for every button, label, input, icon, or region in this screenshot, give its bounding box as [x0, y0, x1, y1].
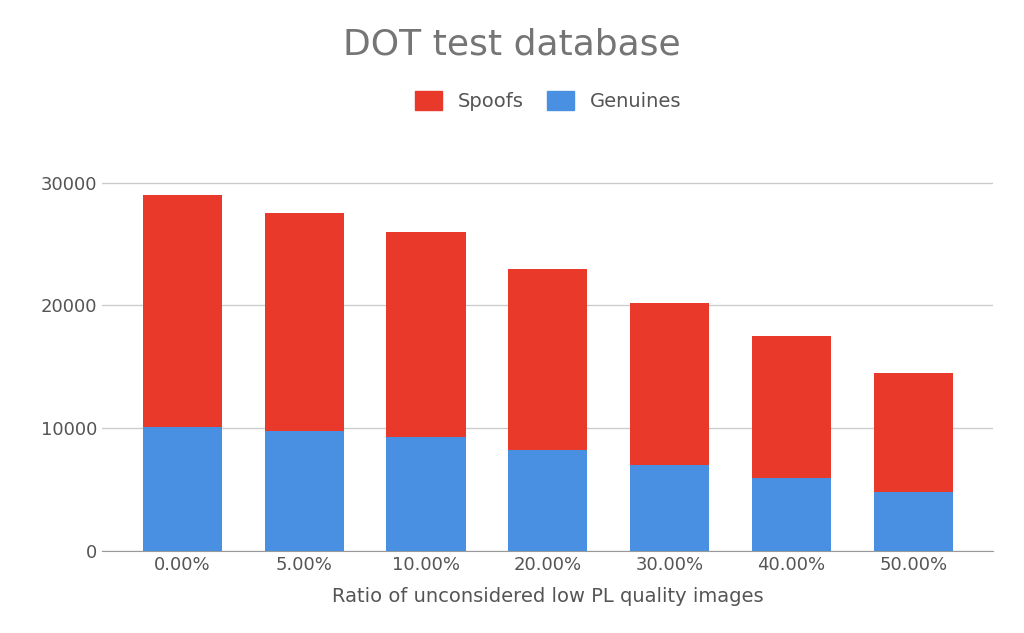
Bar: [508, 450, 588, 551]
Bar: [143, 427, 222, 551]
Bar: [386, 232, 466, 437]
Bar: [264, 213, 344, 430]
X-axis label: Ratio of unconsidered low PL quality images: Ratio of unconsidered low PL quality ima…: [332, 587, 764, 606]
Bar: [752, 336, 831, 479]
Bar: [386, 437, 466, 551]
Bar: [143, 195, 222, 427]
Bar: [508, 268, 588, 450]
Bar: [752, 479, 831, 551]
Bar: [630, 303, 710, 465]
Text: DOT test database: DOT test database: [343, 27, 681, 61]
Bar: [873, 492, 952, 551]
Legend: Spoofs, Genuines: Spoofs, Genuines: [404, 82, 691, 121]
Bar: [873, 373, 952, 492]
Bar: [630, 465, 710, 551]
Bar: [264, 430, 344, 551]
